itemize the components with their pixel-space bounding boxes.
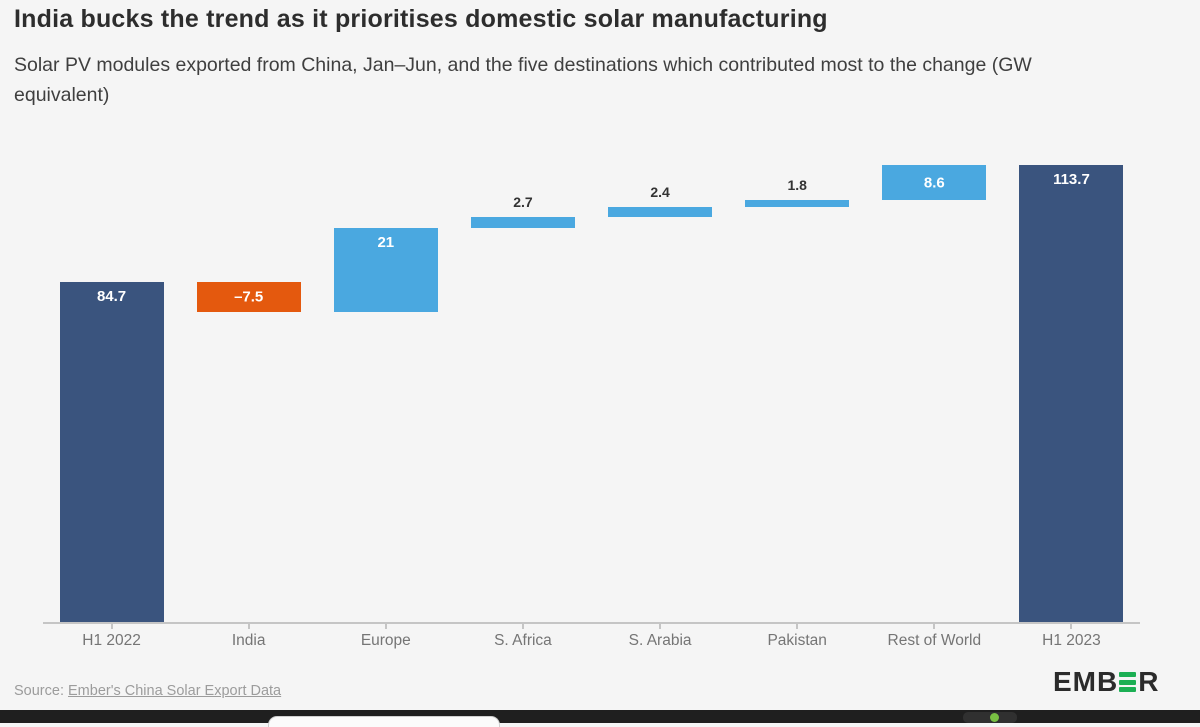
- category-label-rest-of-world: Rest of World: [887, 632, 982, 649]
- bar-value-label: 113.7: [1053, 171, 1090, 189]
- ember-logo-green-e-icon: [1119, 672, 1137, 692]
- waterfall-chart-plot-area: 84.7 –7.5 21 2.7 2.4 1.8 8.6 113.7: [43, 140, 1140, 629]
- category-label-s-arabia: S. Arabia: [628, 632, 692, 649]
- x-axis-tick: [933, 624, 936, 629]
- bar-s-africa[interactable]: [470, 216, 575, 228]
- category-label-h1-2022: H1 2022: [82, 632, 141, 649]
- source-prefix: Source:: [14, 683, 64, 699]
- logo-text-left: EMB: [1053, 666, 1119, 697]
- bar-s-arabia[interactable]: [608, 207, 713, 217]
- chart-title: India bucks the trend as it prioritises …: [14, 5, 828, 33]
- bar-h1-2023[interactable]: 113.7: [1019, 165, 1124, 622]
- bar-value-label: 84.7: [96, 287, 127, 305]
- category-label-india: India: [231, 632, 266, 649]
- green-status-dot-icon: [990, 713, 999, 722]
- bar-pakistan[interactable]: [745, 199, 850, 208]
- bar-europe[interactable]: 21: [333, 227, 438, 312]
- x-axis-tick: [1070, 624, 1073, 629]
- source-note: Source: Ember's China Solar Export Data: [14, 683, 281, 699]
- bar-value-label: 8.6: [923, 174, 945, 192]
- chart-subtitle: Solar PV modules exported from China, Ja…: [14, 54, 1032, 106]
- bar-rest-of-world[interactable]: 8.6: [882, 165, 987, 200]
- category-label-h1-2023: H1 2023: [1042, 632, 1101, 649]
- x-axis-tick: [384, 624, 387, 629]
- bar-value-label: 1.8: [787, 176, 807, 193]
- x-axis-category-labels: H1 2022 India Europe S. Africa S. Arabia Paki…: [43, 632, 1140, 652]
- bar-h1-2022[interactable]: 84.7: [59, 281, 164, 622]
- x-axis-tick: [659, 624, 662, 629]
- x-axis-tick: [796, 624, 799, 629]
- category-label-pakistan: Pakistan: [767, 632, 827, 649]
- ember-logo: EMB R: [1053, 666, 1160, 697]
- category-label-europe: Europe: [360, 632, 411, 649]
- bar-value-label: 2.4: [650, 184, 670, 201]
- x-axis-tick: [110, 624, 113, 629]
- x-axis-tick: [247, 624, 250, 629]
- taskbar: [0, 710, 1200, 727]
- source-link[interactable]: Ember's China Solar Export Data: [68, 683, 282, 699]
- bar-value-label: 2.7: [513, 193, 533, 210]
- dialog-window-peek[interactable]: [268, 716, 500, 727]
- category-label-s-africa: S. Africa: [494, 632, 552, 649]
- x-axis-tick: [521, 624, 524, 629]
- bar-india[interactable]: –7.5: [196, 281, 301, 312]
- bar-value-label: 21: [377, 233, 395, 251]
- logo-text-right: R: [1138, 666, 1160, 697]
- taskbar-status-button[interactable]: [963, 712, 1017, 723]
- bar-value-label: –7.5: [234, 288, 264, 306]
